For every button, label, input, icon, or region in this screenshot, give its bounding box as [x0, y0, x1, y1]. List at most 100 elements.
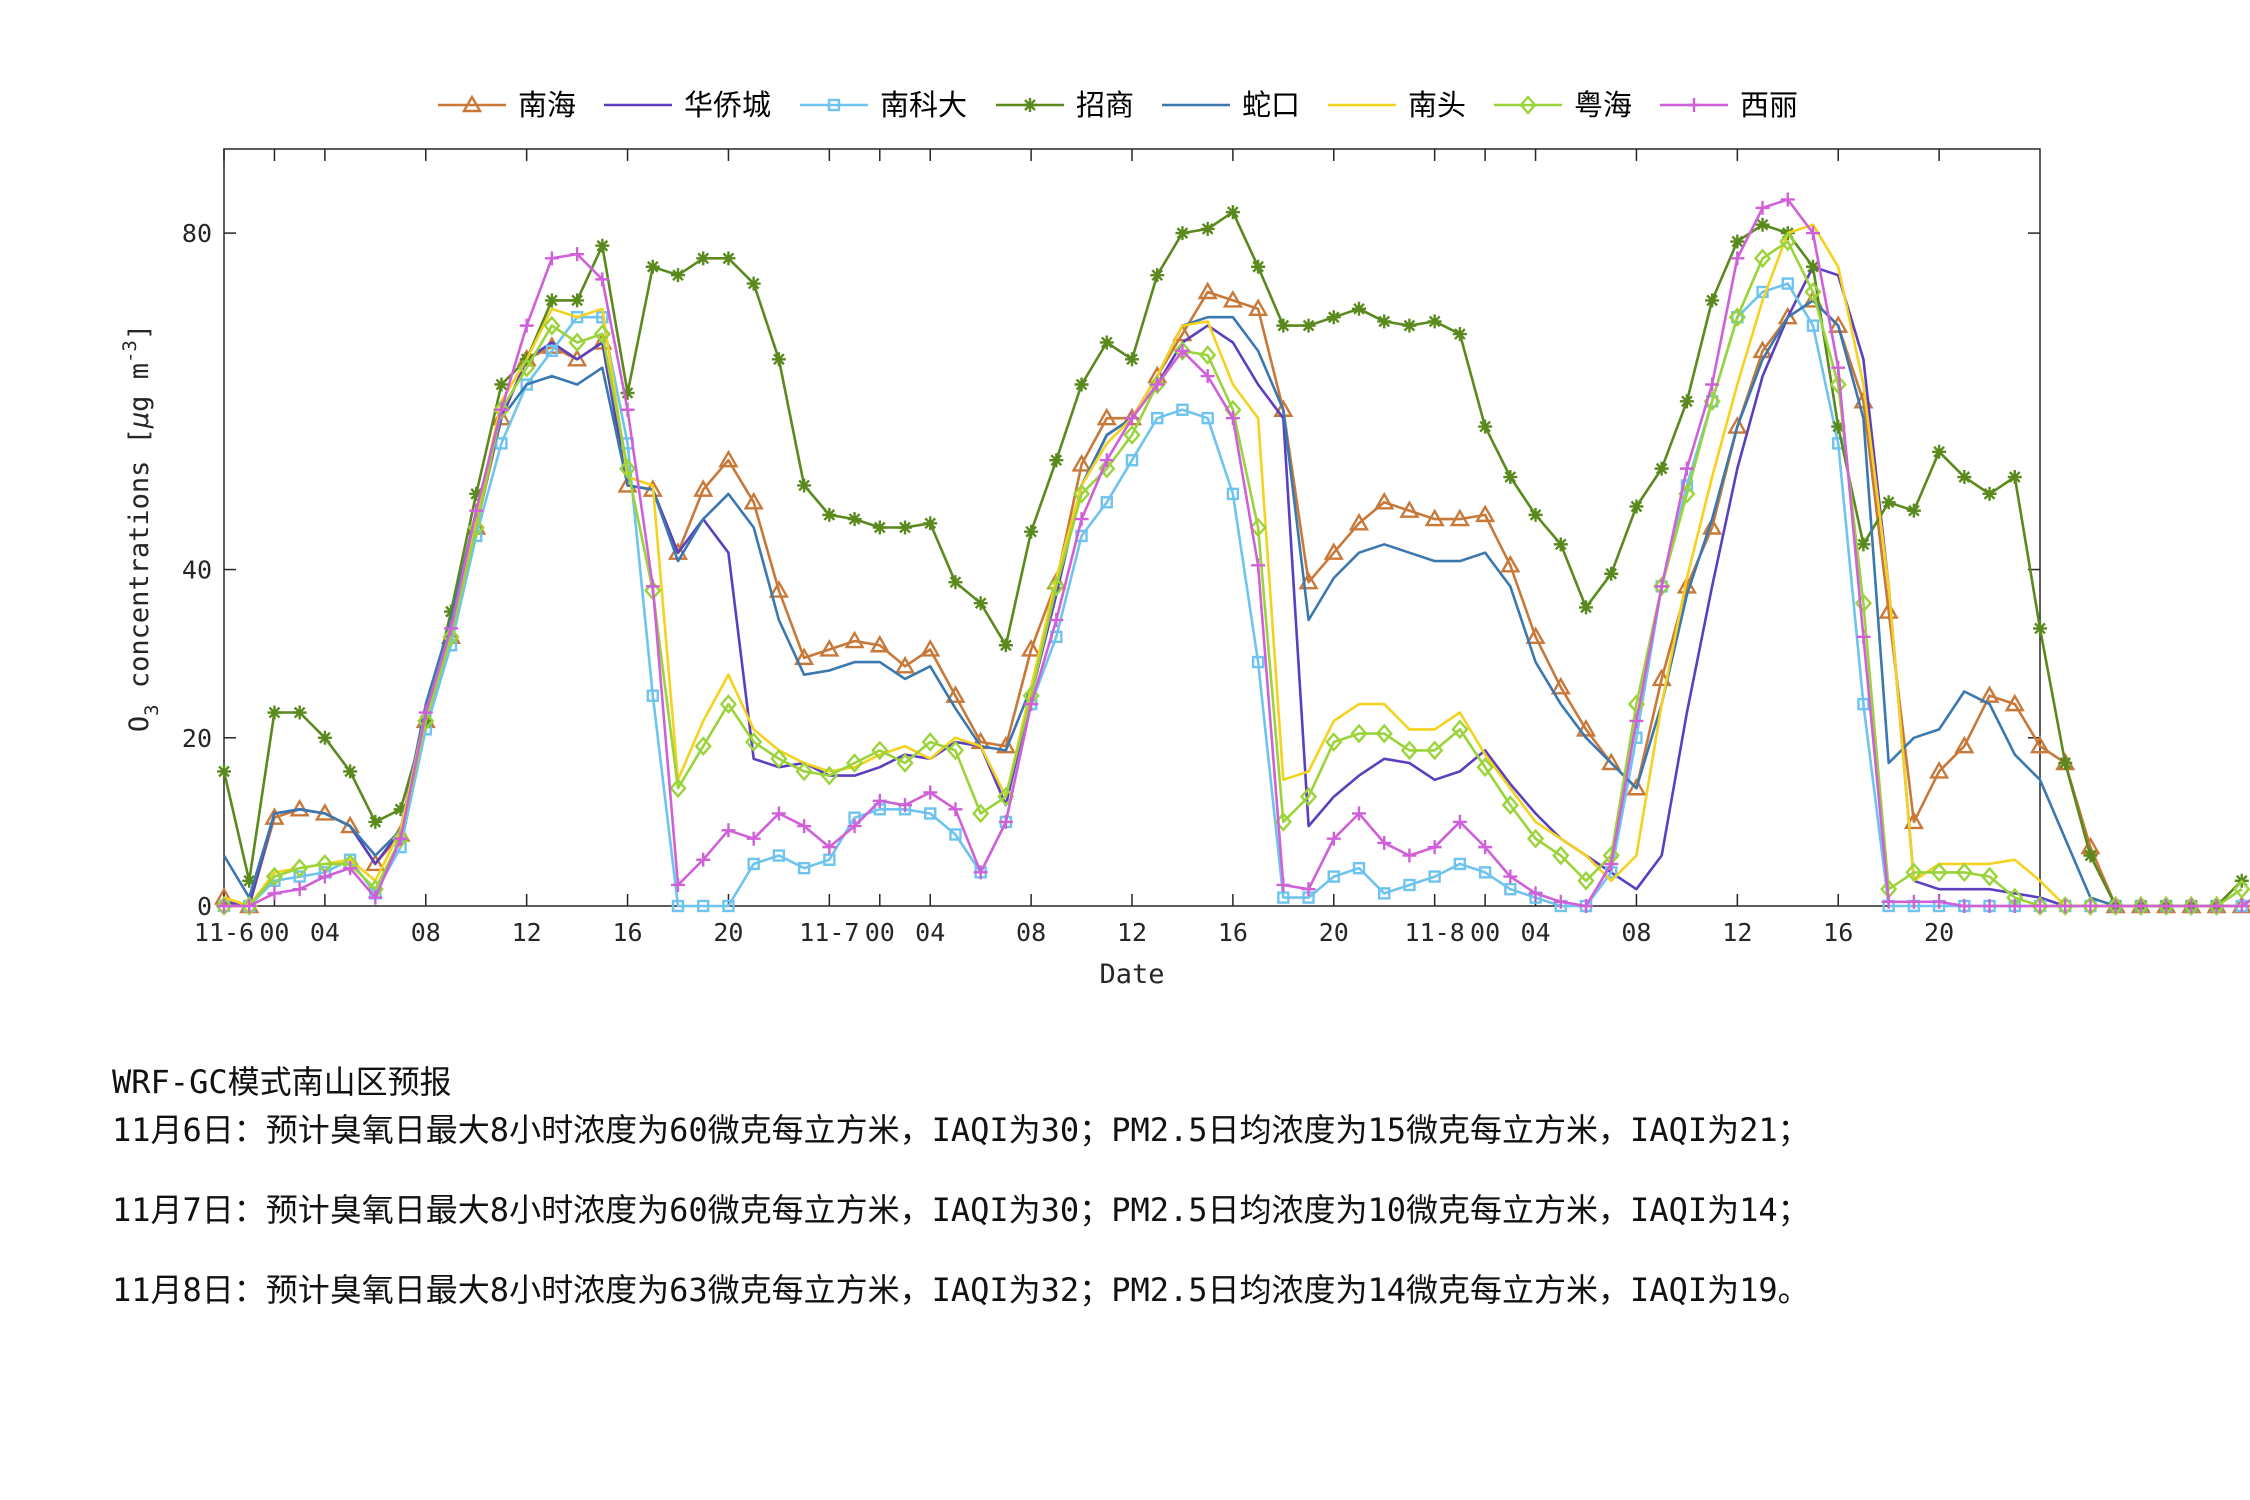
data-point: [1755, 200, 1770, 215]
series-3: [217, 205, 2249, 913]
legend-marker: [1519, 95, 1537, 115]
legend-label: 华侨城: [684, 88, 771, 122]
forecast-line-nov8: 11月8日：预计臭氧日最大8小时浓度为63微克每立方米，IAQI为32；PM2.…: [112, 1271, 1810, 1309]
data-point: [1123, 425, 1141, 445]
data-point: [1248, 298, 1269, 317]
data-point: [921, 732, 939, 752]
data-point: [949, 828, 962, 841]
data-point: [671, 268, 685, 283]
data-point: [1125, 352, 1139, 367]
data-point: [1377, 835, 1392, 850]
data-point: [1478, 840, 1493, 855]
data-point: [1730, 234, 1745, 249]
data-point: [745, 732, 763, 752]
data-point: [1806, 259, 1820, 274]
data-point: [923, 785, 938, 800]
data-point: [570, 247, 585, 262]
data-point: [444, 621, 458, 636]
data-point: [1503, 470, 1518, 485]
data-point: [1881, 894, 1896, 909]
data-point: [823, 853, 836, 866]
data-point: [2058, 756, 2073, 771]
data-point: [696, 251, 711, 266]
data-point: [1251, 259, 1266, 274]
data-point: [620, 402, 635, 417]
data-point: [1327, 870, 1340, 883]
data-point: [1629, 499, 1644, 514]
data-point: [894, 655, 916, 674]
series-1: [223, 265, 2250, 908]
data-point: [1151, 411, 1164, 425]
data-point: [2029, 735, 2051, 754]
data-point: [1702, 517, 1723, 535]
data-point: [1350, 723, 1368, 744]
forecast-heading: WRF-GC模式南山区预报: [112, 1063, 452, 1101]
data-point: [822, 507, 837, 522]
legend-entry: 南科大: [800, 88, 967, 122]
data-point: [289, 798, 310, 817]
legend-marker: [461, 94, 483, 113]
data-point: [1679, 394, 1694, 409]
data-point: [872, 520, 887, 535]
data-point: [998, 638, 1013, 653]
data-point: [1979, 685, 2000, 703]
data-point: [1705, 293, 1720, 308]
data-point: [1378, 887, 1391, 900]
data-point: [1478, 866, 1492, 879]
data-point: [1352, 861, 1366, 875]
data-point: [1626, 777, 1647, 796]
data-point: [1478, 419, 1493, 434]
legend-label: 粤海: [1574, 88, 1632, 122]
legend-entry: 招商: [996, 88, 1134, 122]
data-point: [1878, 601, 1899, 619]
y-tick-label: 0: [197, 892, 212, 921]
x-tick-label: 20: [1319, 918, 1349, 947]
data-point: [317, 869, 332, 884]
data-point: [2033, 899, 2047, 913]
x-tick-label: 00: [259, 918, 289, 947]
data-point: [1276, 877, 1291, 892]
data-point: [869, 634, 890, 653]
data-point: [772, 849, 786, 862]
data-point: [1831, 360, 1846, 375]
data-point: [671, 899, 685, 913]
legend-marker: [827, 98, 841, 112]
data-point: [520, 378, 533, 391]
data-point: [1424, 508, 1445, 527]
data-point: [1705, 377, 1720, 392]
data-point: [1831, 419, 1846, 434]
data-point: [1222, 289, 1243, 308]
x-tick-label: 04: [1521, 918, 1551, 947]
data-point: [671, 877, 685, 892]
data-point: [1096, 407, 1117, 426]
data-point: [1731, 311, 1744, 324]
data-point: [2033, 621, 2047, 636]
data-point: [1125, 454, 1139, 467]
x-tick-label: 04: [915, 918, 945, 947]
data-point: [1225, 205, 1240, 220]
data-point: [595, 238, 610, 253]
data-point: [2159, 899, 2174, 913]
data-point: [1399, 500, 1420, 518]
data-point: [1326, 310, 1341, 325]
data-point: [1526, 828, 1545, 849]
y-tick-label: 40: [182, 556, 212, 585]
data-point: [543, 315, 561, 336]
data-point: [1024, 524, 1039, 539]
data-point: [618, 458, 637, 479]
data-point: [2209, 899, 2224, 913]
data-point: [1982, 899, 1997, 913]
data-point: [1098, 458, 1116, 479]
data-point: [1629, 713, 1644, 728]
data-point: [494, 402, 509, 417]
data-point: [771, 806, 786, 821]
data-point: [544, 251, 559, 266]
data-point: [567, 348, 588, 367]
data-point: [1604, 856, 1619, 871]
data-point: [1856, 537, 1871, 552]
x-tick-label: 16: [1823, 918, 1853, 947]
data-point: [697, 899, 710, 913]
data-point: [1402, 848, 1417, 863]
data-point: [1755, 217, 1770, 232]
data-point: [797, 478, 812, 493]
